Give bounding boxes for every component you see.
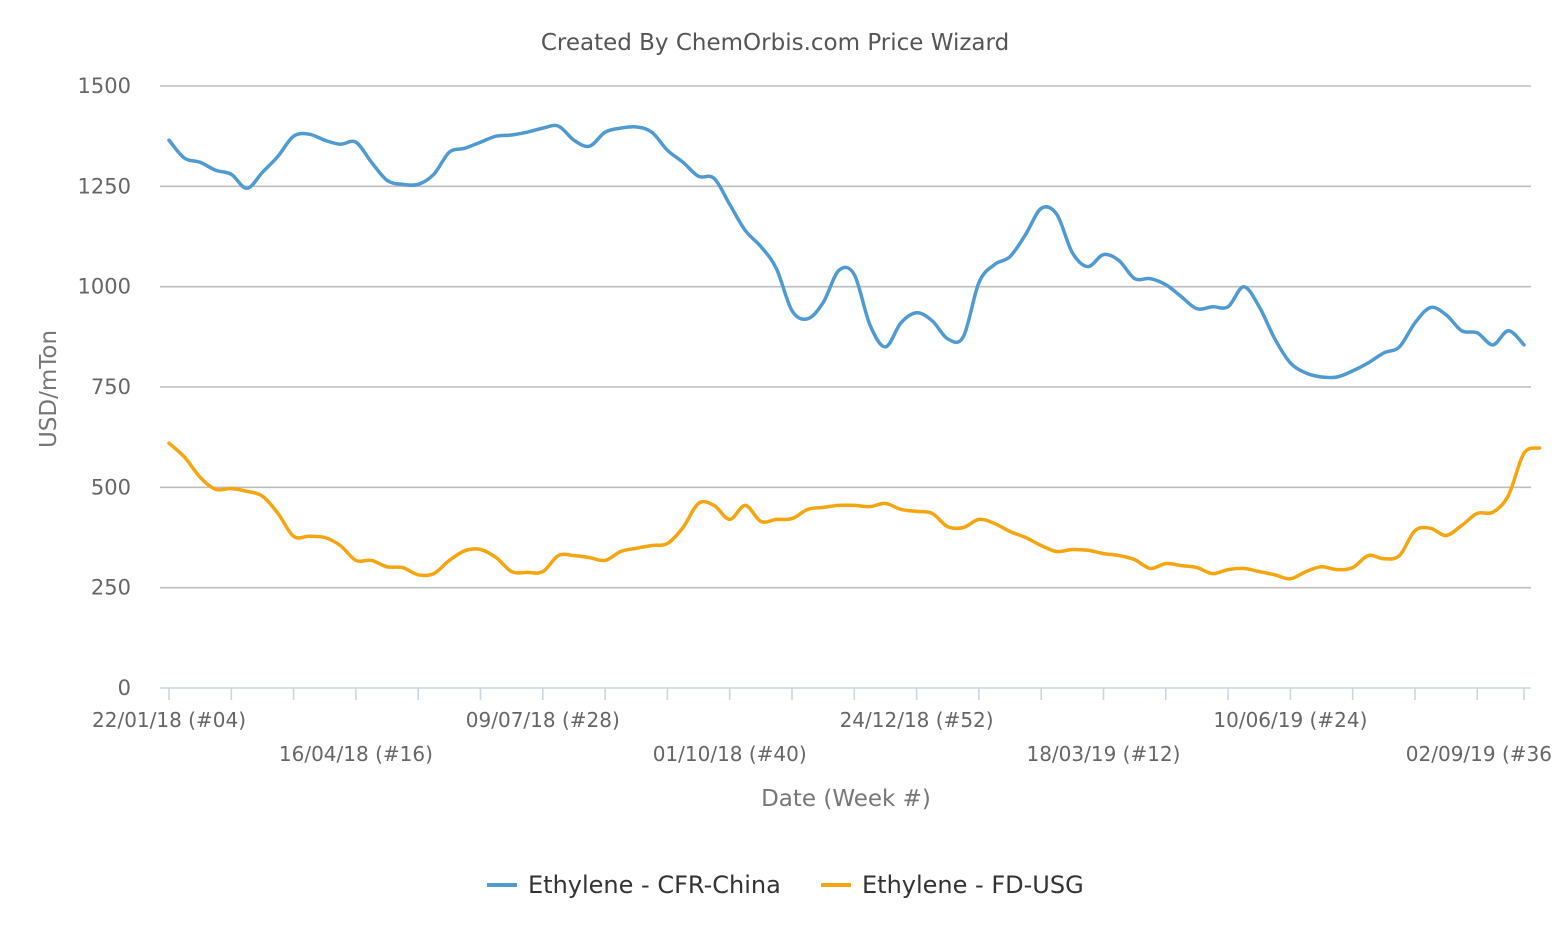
chart-title: Created By ChemOrbis.com Price Wizard [541,30,1009,56]
x-tick-label: 10/06/19 (#24) [1213,708,1367,732]
x-tick-label: 01/10/18 (#40) [653,742,807,766]
legend-item-cfr-china[interactable]: Ethylene - CFR-China [487,871,781,899]
y-tick-label: 500 [91,475,131,499]
legend-label-cfr-china: Ethylene - CFR-China [528,871,781,899]
y-tick-label: 0 [118,676,131,700]
y-tick-label: 250 [91,576,131,600]
x-axis-title: Date (Week #) [761,786,931,812]
x-axis-ticks: 22/01/18 (#04) 16/04/18 (#16) 09/07/18 (#2… [92,688,1552,766]
x-tick-label: 02/09/19 (#36 [1406,742,1552,766]
x-tick-label: 18/03/19 (#12) [1026,742,1180,766]
legend-item-fd-usg[interactable]: Ethylene - FD-USG [821,871,1084,899]
x-tick-label: 16/04/18 (#16) [279,742,433,766]
gridlines [160,85,1531,589]
y-tick-label: 750 [91,375,131,399]
legend-label-fd-usg: Ethylene - FD-USG [862,871,1084,899]
y-axis-ticks: 0 250 500 750 1000 1250 1500 [78,74,131,700]
x-tick-label: 09/07/18 (#28) [466,708,620,732]
y-tick-label: 1250 [78,174,131,198]
y-axis-title: USD/mTon [36,330,62,448]
y-tick-label: 1500 [78,74,131,98]
series-lines [167,123,1542,581]
legend: Ethylene - CFR-China Ethylene - FD-USG [487,871,1084,899]
series-line-fd-usg[interactable] [167,441,1542,581]
y-tick-label: 1000 [78,275,131,299]
x-tick-label: 24/12/18 (#52) [840,708,994,732]
series-line-cfr-china[interactable] [167,123,1526,380]
x-tick-label: 22/01/18 (#04) [92,708,246,732]
